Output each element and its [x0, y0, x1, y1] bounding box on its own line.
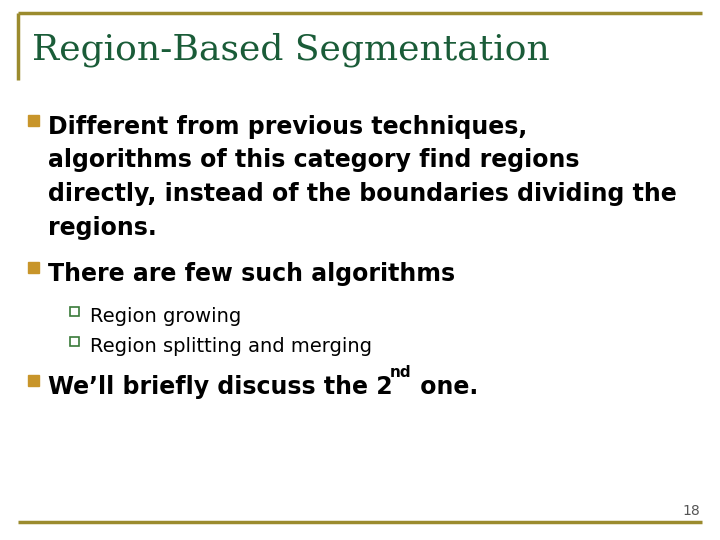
Bar	[70, 307, 79, 315]
Text: Different from previous techniques,
algorithms of this category find regions
dir: Different from previous techniques, algo…	[48, 115, 677, 240]
Bar	[28, 261, 39, 273]
Bar	[70, 336, 79, 346]
Text: Region growing: Region growing	[90, 307, 241, 326]
Text: We’ll briefly discuss the 2: We’ll briefly discuss the 2	[48, 375, 392, 399]
Bar	[28, 375, 39, 386]
Text: 18: 18	[683, 504, 700, 518]
Bar	[28, 114, 39, 125]
Text: one.: one.	[412, 375, 478, 399]
Text: nd: nd	[390, 365, 412, 380]
Text: Region-Based Segmentation: Region-Based Segmentation	[32, 33, 550, 68]
Text: There are few such algorithms: There are few such algorithms	[48, 262, 455, 286]
Text: Region splitting and merging: Region splitting and merging	[90, 337, 372, 356]
